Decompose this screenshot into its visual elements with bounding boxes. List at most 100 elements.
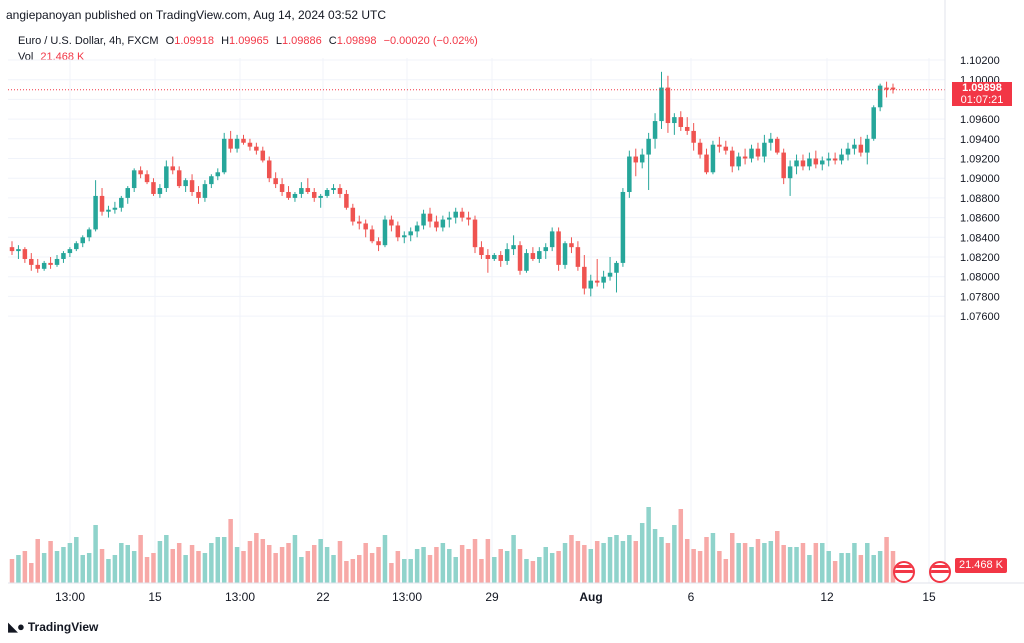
candle-body (807, 158, 812, 167)
candle-body (607, 272, 613, 277)
candle-body (517, 245, 523, 271)
candle-body (408, 231, 413, 236)
event-flag-icon[interactable] (929, 561, 951, 583)
legend-ohlc-row: Euro / U.S. Dollar, 4h, FXCM O1.09918 H1… (18, 33, 478, 49)
volume-bar (80, 555, 85, 583)
candle-body (569, 243, 574, 248)
volume-bar (575, 541, 581, 583)
footer: ◣● TradingView (8, 619, 98, 635)
volume-bar (742, 543, 748, 583)
volume-bar (871, 555, 876, 583)
candle-body (337, 188, 343, 194)
x-axis[interactable]: 13:00 15 13:00 22 13:00 29 Aug 6 12 15 (55, 590, 936, 604)
volume-bar (241, 551, 246, 583)
volume-bar (569, 535, 574, 583)
volume-bar (884, 537, 889, 583)
candle-body (646, 138, 651, 155)
event-flag-icon[interactable] (893, 561, 915, 583)
candle-body (41, 262, 47, 269)
volume-bar (337, 541, 343, 583)
volume-bar (678, 509, 684, 583)
volume-bar (402, 559, 407, 583)
candle-body (427, 213, 433, 222)
volume-bar (852, 543, 857, 583)
symbol-title[interactable]: Euro / U.S. Dollar, 4h, FXCM (18, 35, 159, 47)
y-tick-label: 1.09400 (960, 134, 1000, 146)
x-tick-label: 13:00 (55, 590, 85, 604)
volume-bar (459, 545, 465, 583)
volume-bar (607, 537, 613, 583)
volume-bar (749, 547, 754, 583)
candle-body (530, 253, 536, 259)
volume-bar (311, 545, 317, 583)
candle-body (820, 160, 825, 165)
candle-body (813, 158, 819, 165)
volume-bar (768, 541, 774, 583)
low-value: 1.09886 (281, 35, 322, 47)
volume-bar (67, 543, 73, 583)
last-price-value: 1.09898 (962, 81, 1002, 94)
volume-bar (729, 533, 735, 583)
volume-bar (138, 535, 143, 583)
candle-body (247, 142, 253, 147)
volume-bar (318, 539, 323, 583)
candle-body (865, 138, 870, 153)
candle-body (768, 138, 774, 143)
volume-bar (151, 553, 156, 583)
volume-bar (164, 535, 169, 583)
volume-bar (228, 519, 233, 583)
candle-body (691, 130, 696, 143)
last-price-badge: 1.09898 01:07:21 (952, 81, 1012, 106)
candle-body (588, 280, 594, 289)
volume-bar (299, 557, 304, 583)
candle-body (54, 258, 60, 265)
volume-bar (774, 531, 780, 583)
volume-bar (48, 541, 53, 583)
volume-bar (537, 557, 542, 583)
volume-bar (41, 553, 47, 583)
candle-body (472, 219, 478, 248)
publish-info: angiepanoyan published on TradingView.co… (6, 8, 387, 22)
volume-bar (826, 551, 831, 583)
volume-bar (781, 545, 786, 583)
candle-body (665, 87, 671, 124)
volume-bar (112, 555, 118, 583)
volume-bar (414, 549, 420, 583)
candle-body (639, 154, 645, 163)
volume-bar (305, 551, 311, 583)
candle-body (684, 126, 690, 131)
y-tick-label: 1.08000 (960, 272, 1000, 284)
volume-bar (530, 561, 536, 583)
candle-body (22, 249, 28, 259)
candle-body (485, 255, 491, 259)
candle-body (633, 156, 639, 163)
volume-bar (35, 539, 40, 583)
candle-body (106, 209, 111, 212)
candle-body (369, 229, 375, 242)
candle-body (395, 225, 401, 238)
candle-body (845, 148, 851, 155)
candle-body (659, 87, 664, 122)
y-tick-label: 1.09200 (960, 154, 1000, 166)
candle-body (524, 253, 529, 271)
volume-bar (131, 551, 137, 583)
volume-bar (363, 543, 368, 583)
candle-body (421, 213, 426, 226)
volume-bar (845, 553, 851, 583)
volume-bar (254, 533, 259, 583)
candle-body (382, 219, 388, 246)
y-tick-label: 1.07600 (960, 311, 1000, 323)
volume-bar (594, 541, 600, 583)
candle-body (279, 184, 285, 192)
volume-bar (408, 559, 413, 583)
volume-bar (453, 557, 458, 583)
candle-body (858, 144, 864, 153)
volume-bar (221, 537, 227, 583)
candle-body (575, 247, 581, 267)
candle-body (402, 235, 407, 238)
y-tick-label: 1.08400 (960, 232, 1000, 244)
candle-body (697, 142, 703, 155)
candle-body (376, 241, 381, 246)
volume-bar (723, 559, 729, 583)
